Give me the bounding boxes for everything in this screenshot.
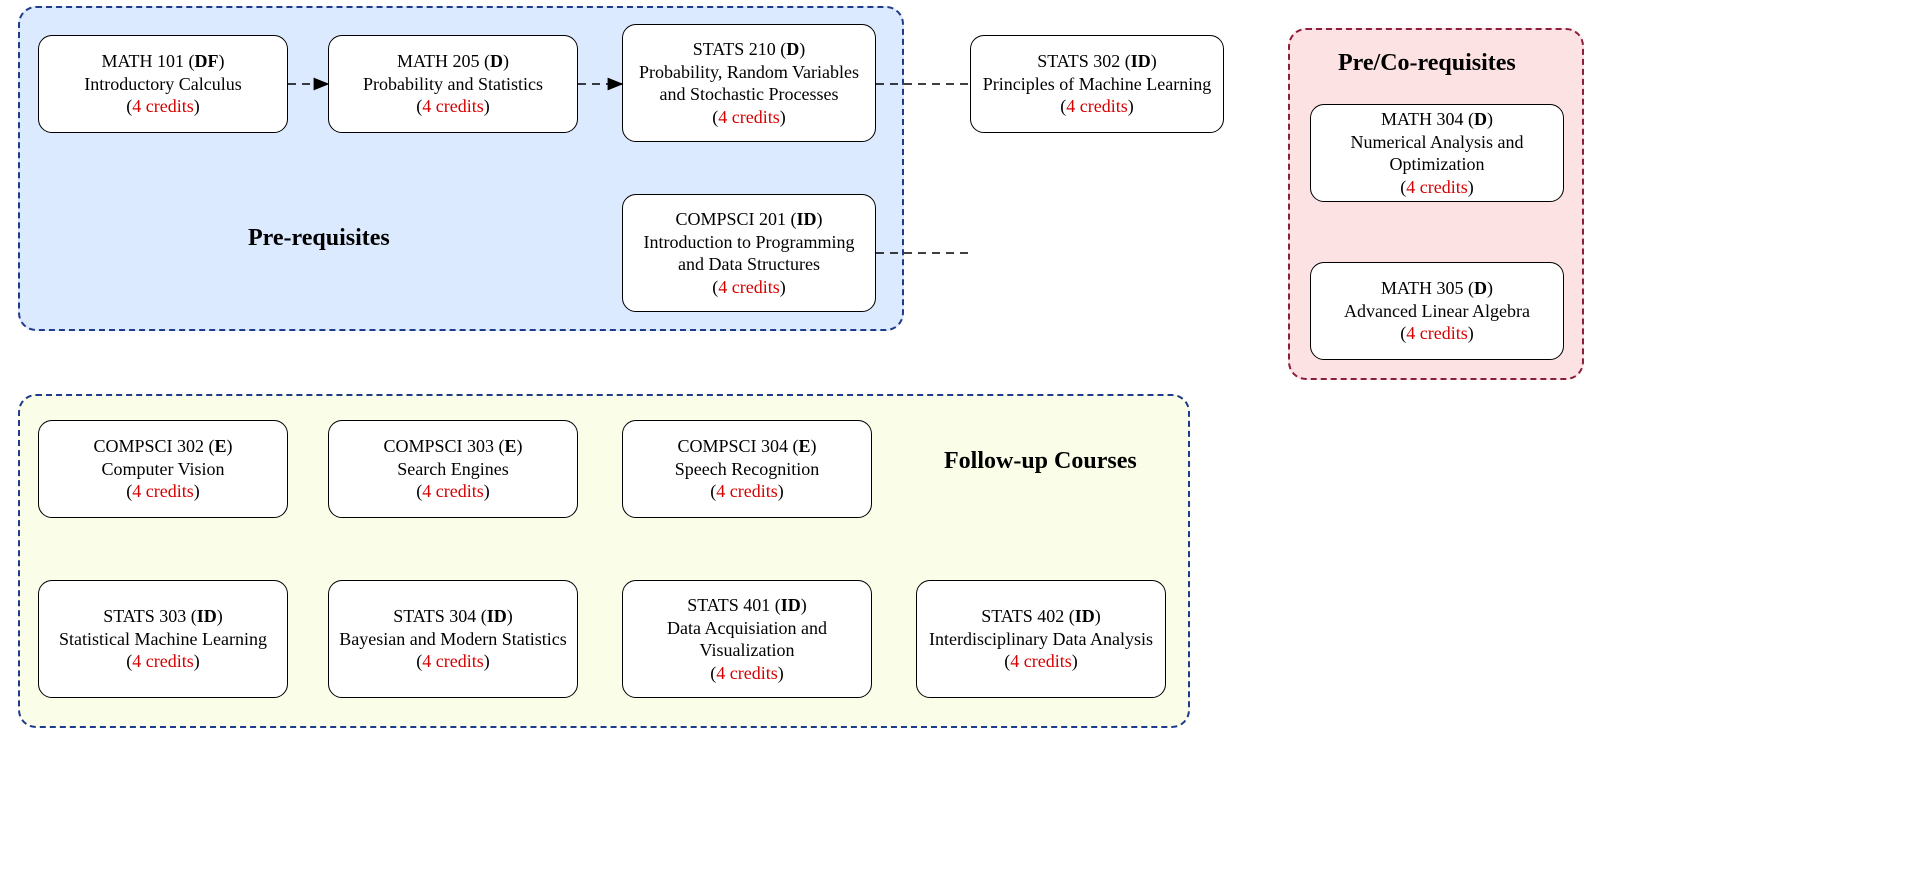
- course-title: Advanced Linear Algebra: [1344, 300, 1530, 323]
- course-title: Introduction to Programming and Data Str…: [633, 231, 865, 276]
- course-title: Introductory Calculus: [84, 73, 241, 96]
- course-credits: 4 credits: [422, 481, 483, 501]
- course-math101: MATH 101 (DF) Introductory Calculus (4 c…: [38, 35, 288, 133]
- course-credits: 4 credits: [716, 663, 777, 683]
- course-code: MATH 305: [1381, 278, 1464, 298]
- course-math304: MATH 304 (D) Numerical Analysis and Opti…: [1310, 104, 1564, 202]
- course-credits: 4 credits: [132, 651, 193, 671]
- course-code: STATS 402: [981, 606, 1064, 626]
- course-title: Computer Vision: [101, 458, 224, 481]
- course-code: MATH 304: [1381, 109, 1464, 129]
- course-title: Statistical Machine Learning: [59, 628, 267, 651]
- course-stats304: STATS 304 (ID) Bayesian and Modern Stati…: [328, 580, 578, 698]
- course-stats401: STATS 401 (ID) Data Acquisiation and Vis…: [622, 580, 872, 698]
- course-code: COMPSCI 302: [93, 436, 204, 456]
- course-tag: E: [505, 436, 517, 456]
- label-followup: Follow-up Courses: [944, 448, 1137, 475]
- course-stats302: STATS 302 (ID) Principles of Machine Lea…: [970, 35, 1224, 133]
- course-title: Numerical Analysis and Optimization: [1321, 131, 1553, 176]
- course-stats402: STATS 402 (ID) Interdisciplinary Data An…: [916, 580, 1166, 698]
- course-tag: D: [1474, 109, 1487, 129]
- course-title: Principles of Machine Learning: [983, 73, 1211, 96]
- course-math205: MATH 205 (D) Probability and Statistics …: [328, 35, 578, 133]
- course-title: Probability and Statistics: [363, 73, 543, 96]
- course-tag: E: [215, 436, 227, 456]
- course-compsci304: COMPSCI 304 (E) Speech Recognition (4 cr…: [622, 420, 872, 518]
- course-credits: 4 credits: [718, 277, 779, 297]
- course-code: COMPSCI 201: [675, 209, 786, 229]
- course-credits: 4 credits: [718, 107, 779, 127]
- course-credits: 4 credits: [422, 96, 483, 116]
- course-compsci201: COMPSCI 201 (ID) Introduction to Program…: [622, 194, 876, 312]
- course-tag: ID: [487, 606, 507, 626]
- course-code: COMPSCI 303: [383, 436, 494, 456]
- course-compsci302: COMPSCI 302 (E) Computer Vision (4 credi…: [38, 420, 288, 518]
- course-tag: ID: [1131, 51, 1151, 71]
- course-math305: MATH 305 (D) Advanced Linear Algebra (4 …: [1310, 262, 1564, 360]
- course-tag: ID: [1075, 606, 1095, 626]
- course-title: Probability, Random Variables and Stocha…: [633, 61, 865, 106]
- course-title: Speech Recognition: [675, 458, 819, 481]
- course-title: Bayesian and Modern Statistics: [339, 628, 566, 651]
- course-stats303: STATS 303 (ID) Statistical Machine Learn…: [38, 580, 288, 698]
- course-code: STATS 304: [393, 606, 476, 626]
- course-tag: ID: [797, 209, 817, 229]
- course-title: Interdisciplinary Data Analysis: [929, 628, 1153, 651]
- course-tag: ID: [197, 606, 217, 626]
- course-compsci303: COMPSCI 303 (E) Search Engines (4 credit…: [328, 420, 578, 518]
- course-code: STATS 401: [687, 595, 770, 615]
- course-credits: 4 credits: [1406, 177, 1467, 197]
- course-credits: 4 credits: [716, 481, 777, 501]
- course-credits: 4 credits: [132, 481, 193, 501]
- course-code: MATH 205: [397, 51, 480, 71]
- course-credits: 4 credits: [1406, 323, 1467, 343]
- course-tag: D: [1474, 278, 1487, 298]
- course-tag: DF: [195, 51, 219, 71]
- course-credits: 4 credits: [422, 651, 483, 671]
- label-precorequisites: Pre/Co-requisites: [1338, 50, 1516, 77]
- course-code: STATS 210: [693, 39, 776, 59]
- course-tag: D: [490, 51, 503, 71]
- course-code: STATS 302: [1037, 51, 1120, 71]
- course-credits: 4 credits: [1066, 96, 1127, 116]
- course-code: COMPSCI 304: [677, 436, 788, 456]
- course-title: Data Acquisiation and Visualization: [633, 617, 861, 662]
- course-title: Search Engines: [397, 458, 508, 481]
- course-tag: E: [799, 436, 811, 456]
- course-tag: D: [786, 39, 799, 59]
- course-code: MATH 101: [101, 51, 184, 71]
- label-prerequisites: Pre-requisites: [248, 225, 390, 252]
- course-stats210: STATS 210 (D) Probability, Random Variab…: [622, 24, 876, 142]
- course-credits: 4 credits: [1010, 651, 1071, 671]
- course-code: STATS 303: [103, 606, 186, 626]
- course-credits: 4 credits: [132, 96, 193, 116]
- course-tag: ID: [781, 595, 801, 615]
